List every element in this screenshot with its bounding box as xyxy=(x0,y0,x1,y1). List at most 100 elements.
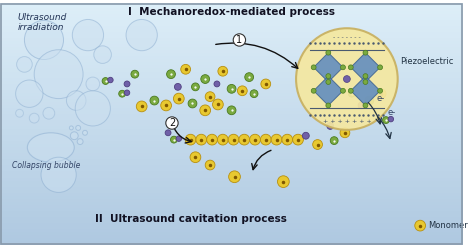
Bar xyxy=(0,200,463,203)
Bar xyxy=(0,176,463,179)
Circle shape xyxy=(76,125,81,130)
Bar xyxy=(0,27,463,30)
Bar xyxy=(0,191,463,194)
Circle shape xyxy=(271,134,282,145)
Ellipse shape xyxy=(27,133,74,162)
Circle shape xyxy=(73,19,104,51)
Bar xyxy=(0,6,463,9)
Text: II  Ultrasound cavitation process: II Ultrasound cavitation process xyxy=(95,214,286,224)
Circle shape xyxy=(358,102,365,109)
Circle shape xyxy=(260,134,271,145)
Circle shape xyxy=(326,103,331,108)
Circle shape xyxy=(326,80,331,84)
Circle shape xyxy=(150,96,159,105)
Bar xyxy=(0,18,463,21)
Circle shape xyxy=(200,105,210,116)
Bar xyxy=(0,21,463,24)
Bar xyxy=(0,233,463,236)
Circle shape xyxy=(131,70,139,78)
Circle shape xyxy=(261,79,271,89)
Circle shape xyxy=(218,134,228,145)
Bar xyxy=(0,61,463,63)
Bar xyxy=(0,194,463,197)
Circle shape xyxy=(34,50,83,99)
Circle shape xyxy=(313,140,322,149)
Circle shape xyxy=(181,64,191,74)
Bar xyxy=(0,151,463,154)
Bar xyxy=(0,106,463,109)
Bar xyxy=(0,206,463,209)
Circle shape xyxy=(196,134,207,145)
Bar xyxy=(0,227,463,230)
Bar xyxy=(0,242,463,245)
Bar xyxy=(0,179,463,182)
Bar xyxy=(0,160,463,163)
Bar xyxy=(0,224,463,227)
Text: + + + + + + +: + + + + + + + xyxy=(322,119,371,124)
Circle shape xyxy=(227,106,236,115)
Bar xyxy=(0,54,463,57)
Circle shape xyxy=(228,134,239,145)
Bar xyxy=(0,112,463,115)
Circle shape xyxy=(237,86,247,96)
Circle shape xyxy=(29,113,39,123)
Bar xyxy=(0,142,463,145)
Circle shape xyxy=(190,152,201,163)
Bar xyxy=(0,121,463,124)
Circle shape xyxy=(165,130,171,136)
Bar xyxy=(0,236,463,239)
Circle shape xyxy=(205,160,215,170)
Circle shape xyxy=(70,132,78,140)
Circle shape xyxy=(250,90,258,98)
Bar xyxy=(0,130,463,133)
Circle shape xyxy=(188,99,197,108)
Circle shape xyxy=(176,136,182,141)
Bar xyxy=(0,51,463,54)
Bar xyxy=(0,139,463,142)
Circle shape xyxy=(94,46,111,63)
Bar xyxy=(0,221,463,224)
Text: Piezoelectric: Piezoelectric xyxy=(401,57,454,66)
Circle shape xyxy=(191,83,200,91)
Bar xyxy=(0,172,463,176)
Polygon shape xyxy=(351,53,380,82)
Text: 2: 2 xyxy=(169,118,175,128)
Text: I  Mechanoredox-mediated process: I Mechanoredox-mediated process xyxy=(128,7,335,17)
Circle shape xyxy=(326,50,331,55)
Circle shape xyxy=(302,132,309,139)
Bar xyxy=(0,212,463,215)
Bar xyxy=(0,215,463,218)
Circle shape xyxy=(41,157,76,192)
Circle shape xyxy=(348,90,355,97)
Circle shape xyxy=(363,103,368,108)
Circle shape xyxy=(363,74,368,79)
Circle shape xyxy=(17,57,32,72)
Circle shape xyxy=(137,101,147,112)
Circle shape xyxy=(227,84,236,93)
Bar xyxy=(0,97,463,100)
Circle shape xyxy=(348,65,353,70)
Bar xyxy=(0,82,463,85)
Circle shape xyxy=(378,65,383,70)
Bar xyxy=(0,30,463,33)
Bar xyxy=(0,115,463,118)
Polygon shape xyxy=(314,76,343,105)
Circle shape xyxy=(124,81,130,87)
Bar xyxy=(0,9,463,12)
Circle shape xyxy=(311,88,316,93)
Bar xyxy=(0,197,463,200)
Circle shape xyxy=(348,88,353,93)
Bar xyxy=(0,48,463,51)
Circle shape xyxy=(296,28,398,130)
Circle shape xyxy=(82,130,87,135)
Bar xyxy=(0,166,463,169)
Bar xyxy=(0,148,463,151)
Circle shape xyxy=(228,171,240,183)
Bar xyxy=(0,72,463,76)
Bar xyxy=(0,42,463,45)
Bar xyxy=(0,36,463,39)
Circle shape xyxy=(212,99,223,110)
Bar xyxy=(0,63,463,66)
Circle shape xyxy=(363,50,368,55)
Circle shape xyxy=(383,117,389,124)
